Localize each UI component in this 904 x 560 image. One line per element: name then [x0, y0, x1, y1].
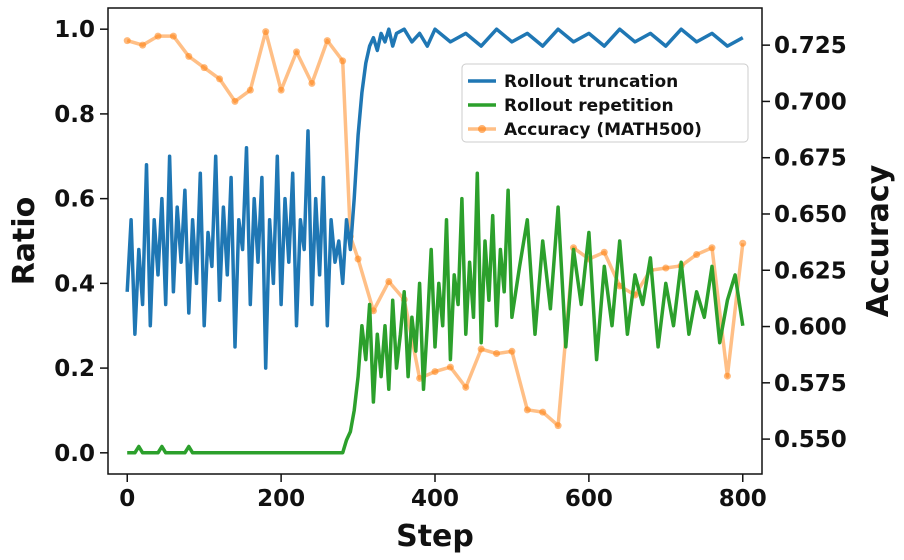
- accuracy-point: [493, 350, 501, 358]
- y-tick-label: 0.0: [54, 441, 95, 467]
- accuracy-point: [662, 264, 670, 272]
- y2-axis-title: Accuracy: [861, 164, 896, 317]
- accuracy-point: [216, 75, 224, 83]
- y2-tick-label: 0.675: [774, 146, 847, 172]
- legend-box: [461, 63, 749, 143]
- accuracy-point: [185, 52, 193, 60]
- accuracy-point: [539, 408, 547, 416]
- accuracy-point: [431, 368, 439, 376]
- y2-tick-label: 0.650: [774, 202, 847, 228]
- series-line-rollout-repetition: [127, 171, 745, 455]
- accuracy-point: [293, 48, 301, 56]
- accuracy-point: [369, 307, 377, 315]
- legend: Rollout truncation Rollout repetition Accu…: [461, 63, 749, 143]
- accuracy-point: [200, 64, 208, 72]
- accuracy-point: [446, 363, 454, 371]
- legend-label-accuracy-math500: Accuracy (MATH500): [504, 120, 702, 140]
- accuracy-point: [339, 57, 347, 65]
- accuracy-point: [616, 282, 624, 290]
- accuracy-point: [477, 345, 485, 353]
- accuracy-point: [231, 97, 239, 105]
- y-tick-label: 0.2: [54, 356, 95, 382]
- x-tick-label: 0: [119, 486, 135, 512]
- y2-tick-label: 0.600: [774, 315, 847, 341]
- accuracy-point: [262, 28, 270, 36]
- y-tick-label: 1.0: [54, 17, 95, 43]
- accuracy-point: [554, 422, 562, 430]
- accuracy-point: [323, 37, 331, 45]
- y-tick-label: 0.6: [54, 187, 95, 213]
- x-axis-title: Step: [396, 519, 474, 554]
- accuracy-point: [693, 251, 701, 259]
- y-axis-title: Ratio: [7, 197, 42, 286]
- accuracy-point: [354, 255, 362, 263]
- legend-marker-accuracy-math500: [478, 125, 486, 133]
- legend-label-rollout-repetition: Rollout repetition: [504, 96, 674, 116]
- accuracy-point: [246, 86, 254, 94]
- accuracy-point: [739, 239, 747, 247]
- accuracy-point: [523, 406, 531, 414]
- x-tick-label: 200: [257, 486, 305, 512]
- accuracy-point: [600, 248, 608, 256]
- y2-tick-label: 0.575: [774, 371, 847, 397]
- accuracy-point: [462, 383, 470, 391]
- accuracy-point: [308, 79, 316, 87]
- accuracy-point: [123, 37, 131, 45]
- series-line-rollout-truncation: [125, 27, 744, 370]
- y2-tick-label: 0.725: [774, 33, 847, 59]
- y-tick-label: 0.8: [54, 102, 95, 128]
- accuracy-point: [508, 347, 516, 355]
- accuracy-point: [169, 32, 177, 40]
- y2-tick-label: 0.550: [774, 427, 847, 453]
- y-tick-label: 0.4: [54, 271, 95, 297]
- y2-tick-label: 0.625: [774, 258, 847, 284]
- x-tick-label: 400: [411, 486, 459, 512]
- accuracy-point: [385, 278, 393, 286]
- x-tick-label: 800: [719, 486, 767, 512]
- accuracy-point: [708, 244, 716, 252]
- legend-label-rollout-truncation: Rollout truncation: [504, 72, 678, 92]
- x-tick-label: 600: [565, 486, 613, 512]
- y2-tick-label: 0.700: [774, 89, 847, 115]
- accuracy-point: [154, 32, 162, 40]
- accuracy-point: [723, 372, 731, 380]
- accuracy-point: [139, 41, 147, 49]
- series-layer: [123, 27, 747, 455]
- accuracy-point: [277, 86, 285, 94]
